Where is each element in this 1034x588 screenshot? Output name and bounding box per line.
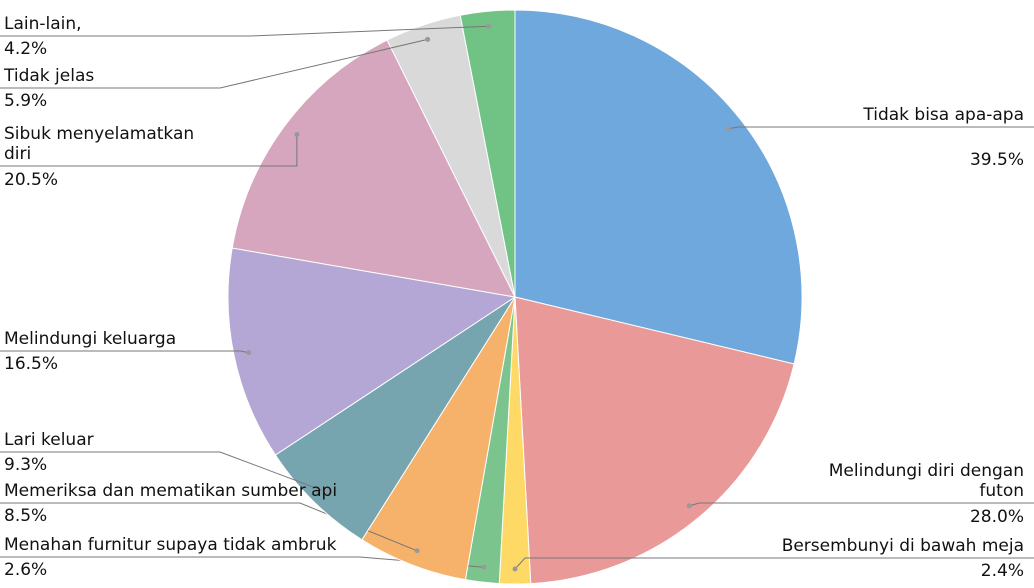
leader-dot bbox=[294, 132, 300, 138]
leader-line bbox=[0, 25, 489, 37]
slice-label: Memeriksa dan mematikan sumber api bbox=[4, 481, 338, 501]
leader-dot bbox=[425, 36, 431, 42]
slice-value-label: 2.6% bbox=[4, 560, 48, 580]
leader-line bbox=[0, 502, 418, 552]
pie-slice bbox=[227, 247, 517, 456]
slice-value-label: 9.3% bbox=[4, 455, 48, 475]
leader-line bbox=[0, 134, 298, 167]
leader-dot bbox=[726, 126, 732, 132]
slice-label: Lain-lain, bbox=[4, 14, 82, 34]
leader-line bbox=[0, 451, 325, 492]
leader-line bbox=[514, 557, 1034, 570]
leader-line bbox=[689, 502, 1034, 507]
slice-label: Bersembunyi di bawah meja bbox=[781, 536, 1024, 556]
slice-value-label: 16.5% bbox=[4, 354, 59, 374]
slice-value-label: 39.5% bbox=[969, 150, 1024, 170]
leader-dot bbox=[686, 503, 692, 509]
pie-slice bbox=[514, 296, 795, 585]
slice-value-label: 4.2% bbox=[4, 39, 48, 59]
slice-value-label: 8.5% bbox=[4, 506, 48, 526]
slice-label: Sibuk menyelamatkan diri bbox=[4, 124, 195, 164]
slice-value-label: 2.4% bbox=[980, 561, 1024, 581]
leader-dot bbox=[486, 23, 492, 29]
slice-label: Tidak bisa apa-apa bbox=[863, 105, 1024, 125]
leader-line bbox=[0, 350, 249, 354]
pie-slice bbox=[274, 296, 516, 541]
pie-slice bbox=[231, 39, 516, 298]
slice-value-label: 28.0% bbox=[969, 507, 1024, 527]
leader-line bbox=[728, 126, 1034, 130]
leader-dot bbox=[512, 566, 518, 572]
slice-label: Melindungi diri dengan futon bbox=[828, 461, 1024, 501]
slice-label: Menahan furnitur supaya tidak ambruk bbox=[4, 535, 337, 555]
leader-line bbox=[0, 38, 428, 89]
slice-label: Lari keluar bbox=[4, 430, 94, 450]
leader-dot bbox=[246, 350, 252, 356]
pie-slice bbox=[459, 9, 516, 298]
leader-dot bbox=[414, 548, 420, 554]
pie-slice bbox=[514, 9, 803, 365]
leader-dot bbox=[481, 564, 487, 570]
slice-value-label: 20.5% bbox=[4, 170, 59, 190]
slice-label: Tidak jelas bbox=[4, 66, 95, 86]
slice-value-label: 5.9% bbox=[4, 91, 48, 111]
leader-dot bbox=[322, 488, 328, 494]
slice-label: Melindungi keluarga bbox=[4, 329, 177, 349]
